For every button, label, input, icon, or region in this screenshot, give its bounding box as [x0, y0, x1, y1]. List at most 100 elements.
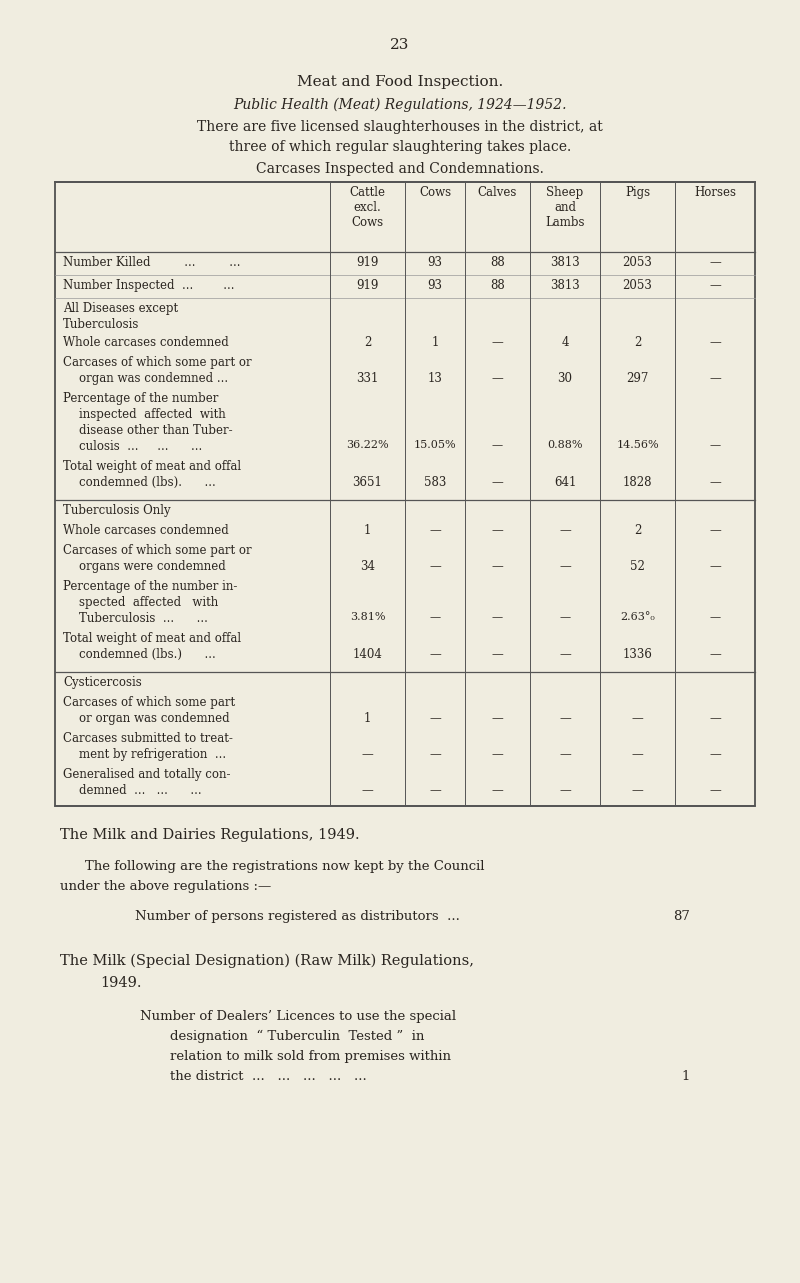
Text: —: —	[710, 612, 721, 622]
Text: 15.05%: 15.05%	[414, 440, 456, 450]
Text: —: —	[709, 784, 721, 797]
Text: —: —	[632, 784, 643, 797]
Text: Number Inspected  ...        ...: Number Inspected ... ...	[63, 278, 234, 293]
Text: Cysticercosis: Cysticercosis	[63, 676, 142, 689]
Text: organs were condemned: organs were condemned	[79, 559, 226, 574]
Text: —: —	[492, 523, 503, 538]
Text: Carcases of which some part: Carcases of which some part	[63, 695, 235, 709]
Text: 331: 331	[356, 372, 378, 385]
Text: organ was condemned ...: organ was condemned ...	[79, 372, 228, 385]
Text: Carcases Inspected and Condemnations.: Carcases Inspected and Condemnations.	[256, 162, 544, 176]
Text: the district  ...   ...   ...   ...   ...: the district ... ... ... ... ...	[170, 1070, 366, 1083]
Text: —: —	[492, 372, 503, 385]
Text: Cattle
excl.
Cows: Cattle excl. Cows	[350, 186, 386, 228]
Text: —: —	[559, 712, 571, 725]
Text: Pigs: Pigs	[625, 186, 650, 199]
Text: —: —	[430, 612, 441, 622]
Text: 2053: 2053	[622, 278, 653, 293]
Text: —: —	[429, 748, 441, 761]
Text: —: —	[492, 612, 503, 622]
Text: 4: 4	[562, 336, 569, 349]
Text: —: —	[492, 748, 503, 761]
Text: Total weight of meat and offal: Total weight of meat and offal	[63, 461, 241, 473]
Text: 87: 87	[673, 910, 690, 922]
Text: Cows: Cows	[419, 186, 451, 199]
Text: 2053: 2053	[622, 257, 653, 269]
Text: 88: 88	[490, 257, 505, 269]
Text: Calves: Calves	[478, 186, 517, 199]
Text: 1: 1	[364, 523, 371, 538]
Text: —: —	[492, 784, 503, 797]
Text: under the above regulations :—: under the above regulations :—	[60, 880, 271, 893]
Text: 583: 583	[424, 476, 446, 489]
Text: 52: 52	[630, 559, 645, 574]
Text: 88: 88	[490, 278, 505, 293]
Text: Carcases of which some part or: Carcases of which some part or	[63, 544, 252, 557]
Text: —: —	[492, 476, 503, 489]
Text: 641: 641	[554, 476, 576, 489]
Text: —: —	[559, 648, 571, 661]
Text: 30: 30	[558, 372, 573, 385]
Text: —: —	[429, 712, 441, 725]
Text: 1: 1	[431, 336, 438, 349]
Text: spected  affected   with: spected affected with	[79, 597, 218, 609]
Text: 1828: 1828	[622, 476, 652, 489]
Text: inspected  affected  with: inspected affected with	[79, 408, 226, 421]
Text: —: —	[709, 372, 721, 385]
Text: condemned (lbs).      ...: condemned (lbs). ...	[79, 476, 216, 489]
Text: Whole carcases condemned: Whole carcases condemned	[63, 523, 229, 538]
Text: Percentage of the number: Percentage of the number	[63, 393, 218, 405]
Text: 36.22%: 36.22%	[346, 440, 389, 450]
Text: 3.81%: 3.81%	[350, 612, 386, 622]
Text: Public Health (Meat) Regulations, 1924—1952.: Public Health (Meat) Regulations, 1924—1…	[234, 98, 566, 113]
Text: demned  ...   ...      ...: demned ... ... ...	[79, 784, 202, 797]
Text: —: —	[559, 559, 571, 574]
Text: 23: 23	[390, 38, 410, 53]
Text: Carcases submitted to treat-: Carcases submitted to treat-	[63, 733, 233, 745]
Text: 2.63°₀: 2.63°₀	[620, 612, 655, 622]
Text: —: —	[429, 648, 441, 661]
Text: —: —	[559, 784, 571, 797]
Text: The Milk (Special Designation) (Raw Milk) Regulations,: The Milk (Special Designation) (Raw Milk…	[60, 955, 474, 969]
Text: Whole carcases condemned: Whole carcases condemned	[63, 336, 229, 349]
Text: Sheep
and
Lambs: Sheep and Lambs	[546, 186, 585, 228]
Text: —: —	[559, 612, 570, 622]
Text: 2: 2	[634, 336, 641, 349]
Text: 0.88%: 0.88%	[547, 440, 582, 450]
Text: 1: 1	[364, 712, 371, 725]
Text: There are five licensed slaughterhouses in the district, at: There are five licensed slaughterhouses …	[197, 121, 603, 133]
Text: —: —	[362, 784, 374, 797]
Text: 1: 1	[682, 1070, 690, 1083]
Text: —: —	[429, 559, 441, 574]
Text: —: —	[709, 257, 721, 269]
Text: 93: 93	[427, 278, 442, 293]
Text: The following are the registrations now kept by the Council: The following are the registrations now …	[85, 860, 485, 872]
Text: Percentage of the number in-: Percentage of the number in-	[63, 580, 238, 593]
Text: The Milk and Dairies Regulations, 1949.: The Milk and Dairies Regulations, 1949.	[60, 828, 360, 842]
Text: Tuberculosis Only: Tuberculosis Only	[63, 504, 170, 517]
Text: —: —	[709, 336, 721, 349]
Text: 1336: 1336	[622, 648, 653, 661]
Text: Total weight of meat and offal: Total weight of meat and offal	[63, 633, 241, 645]
Text: —: —	[492, 712, 503, 725]
Text: 93: 93	[427, 257, 442, 269]
Text: Tuberculosis: Tuberculosis	[63, 318, 139, 331]
Text: Generalised and totally con-: Generalised and totally con-	[63, 769, 230, 781]
Text: —: —	[709, 278, 721, 293]
Text: —: —	[492, 440, 503, 450]
Text: three of which regular slaughtering takes place.: three of which regular slaughtering take…	[229, 140, 571, 154]
Text: Carcases of which some part or: Carcases of which some part or	[63, 355, 252, 370]
Text: —: —	[559, 748, 571, 761]
Text: —: —	[709, 712, 721, 725]
Text: Tuberculosis  ...      ...: Tuberculosis ... ...	[79, 612, 208, 625]
Text: Horses: Horses	[694, 186, 736, 199]
Text: 3813: 3813	[550, 278, 580, 293]
Text: All Diseases except: All Diseases except	[63, 302, 178, 316]
Text: ment by refrigeration  ...: ment by refrigeration ...	[79, 748, 226, 761]
Text: relation to milk sold from premises within: relation to milk sold from premises with…	[170, 1049, 451, 1064]
Text: condemned (lbs.)      ...: condemned (lbs.) ...	[79, 648, 216, 661]
Text: —: —	[429, 784, 441, 797]
Text: Number Killed         ...         ...: Number Killed ... ...	[63, 257, 241, 269]
Text: disease other than Tuber-: disease other than Tuber-	[79, 423, 233, 438]
Text: culosis  ...     ...      ...: culosis ... ... ...	[79, 440, 202, 453]
